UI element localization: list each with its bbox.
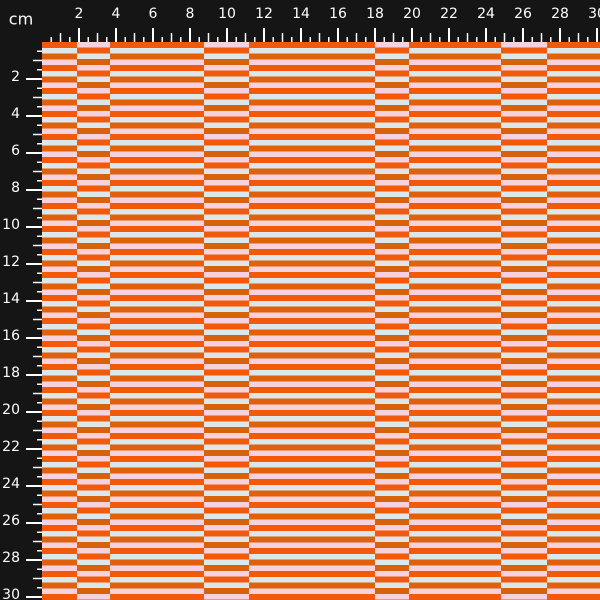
- left-label: 20: [2, 402, 20, 418]
- left-label: 26: [2, 513, 20, 529]
- left-label: 16: [2, 328, 20, 344]
- left-label: 12: [2, 254, 20, 270]
- top-label: 8: [186, 6, 195, 22]
- top-label: 24: [477, 6, 495, 22]
- left-label: 22: [2, 439, 20, 455]
- fabric-stripe: [77, 42, 110, 600]
- top-label: 6: [149, 6, 158, 22]
- left-label: 8: [11, 180, 20, 196]
- top-label: 22: [440, 6, 458, 22]
- fabric-stripe: [42, 42, 77, 600]
- fabric-stripe: [501, 42, 547, 600]
- left-label: 24: [2, 476, 20, 492]
- top-label: 28: [551, 6, 569, 22]
- fabric-stripe: [375, 42, 409, 600]
- left-label: 4: [11, 106, 20, 122]
- fabric-stripe: [110, 42, 204, 600]
- left-label: 10: [2, 217, 20, 233]
- top-label: 10: [218, 6, 236, 22]
- fabric-stripe: [547, 42, 600, 600]
- top-label: 26: [514, 6, 532, 22]
- top-label: 18: [366, 6, 384, 22]
- top-label: 16: [329, 6, 347, 22]
- left-label: 30: [2, 587, 20, 600]
- top-label: 14: [292, 6, 310, 22]
- fabric-stripe: [204, 42, 249, 600]
- left-label: 14: [2, 291, 20, 307]
- fabric-stripe: [249, 42, 375, 600]
- top-label: 4: [112, 6, 121, 22]
- top-label: 20: [403, 6, 421, 22]
- left-label: 6: [11, 143, 20, 159]
- fabric-stripe: [409, 42, 501, 600]
- top-label: 30: [588, 6, 600, 22]
- left-label: 28: [2, 550, 20, 566]
- top-label: 2: [75, 6, 84, 22]
- unit-label: cm: [9, 10, 33, 29]
- left-label: 18: [2, 365, 20, 381]
- top-label: 12: [255, 6, 273, 22]
- left-label: 2: [11, 69, 20, 85]
